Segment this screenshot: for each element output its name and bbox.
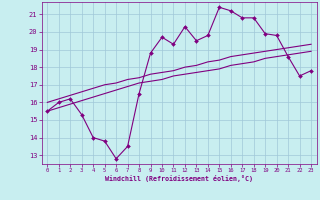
X-axis label: Windchill (Refroidissement éolien,°C): Windchill (Refroidissement éolien,°C)	[105, 175, 253, 182]
